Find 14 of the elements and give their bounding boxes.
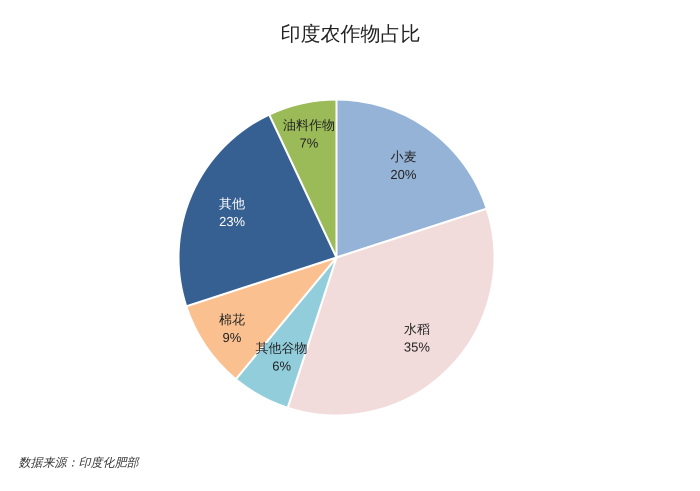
data-label: 9% [222,330,242,346]
slice-label: 小麦 [390,148,416,164]
data-label: 7% [300,136,319,151]
data-label: 6% [272,358,292,374]
chart-title: 印度农作物占比 [280,24,420,46]
source-note: 数据来源：印度化肥部 [18,456,140,470]
slice-label: 其他谷物 [256,340,308,356]
data-label: 23% [219,214,246,229]
slice-label: 棉花 [218,312,245,328]
data-label: 20% [390,166,417,182]
slice-label: 油料作物 [282,118,335,133]
data-label: 35% [404,339,430,354]
slice-label: 其他 [219,196,246,211]
slice-label: 水稻 [404,321,430,336]
